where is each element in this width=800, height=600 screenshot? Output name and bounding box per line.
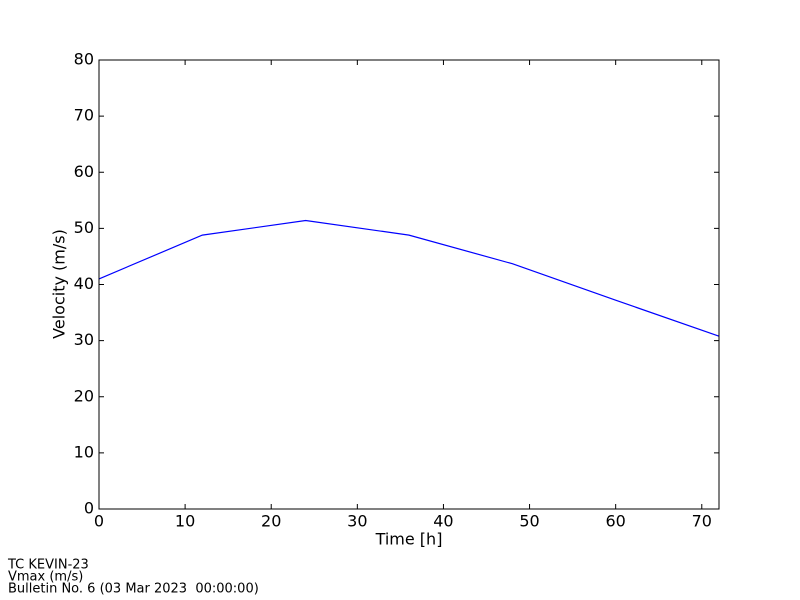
y-tick-label: 20 — [74, 386, 94, 405]
y-tick-label: 40 — [74, 274, 94, 293]
footer-line: Vmax (m/s) — [8, 570, 83, 585]
x-tick-label: 70 — [692, 512, 712, 531]
data-line — [98, 219, 720, 337]
x-tick-label: 20 — [261, 512, 281, 531]
y-tick-label: 30 — [74, 330, 94, 349]
y-tick-label: 60 — [74, 162, 94, 181]
footer-line: TC KEVIN-23 — [7, 558, 89, 573]
x-tick-label: 10 — [175, 512, 195, 531]
y-tick-label: 70 — [74, 106, 94, 125]
x-tick-label: 40 — [433, 512, 453, 531]
y-tick-label: 0 — [84, 499, 94, 518]
footer-line: Bulletin No. 6 (03 Mar 2023 00:00:00) — [8, 582, 259, 597]
y-tick-label: 10 — [74, 442, 94, 461]
x-axis-label: Time [h] — [375, 530, 443, 549]
plot-frame — [98, 59, 720, 510]
y-tick-label: 50 — [74, 218, 94, 237]
x-tick-label: 30 — [347, 512, 367, 531]
x-tick-label: 0 — [94, 512, 104, 531]
x-tick-label: 60 — [605, 512, 625, 531]
y-axis-label: Velocity (m/s) — [50, 229, 69, 339]
y-tick-label: 80 — [74, 50, 94, 69]
x-tick-label: 50 — [519, 512, 539, 531]
